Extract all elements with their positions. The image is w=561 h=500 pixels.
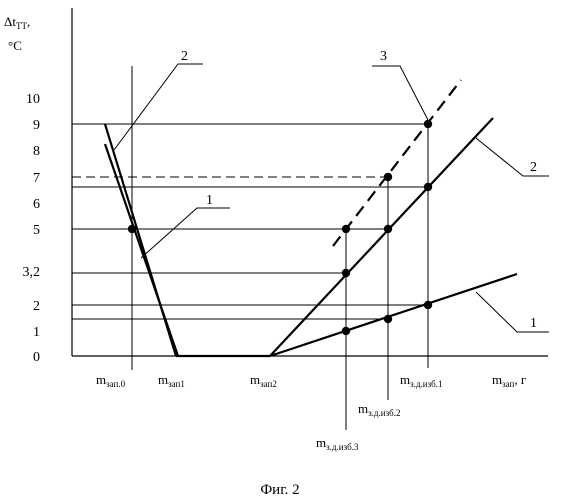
- y-tick-10: 10: [26, 92, 40, 107]
- point-curve2-at-5: [384, 225, 392, 233]
- curve-label-1-right: 1: [530, 316, 537, 331]
- y-tick-6: 6: [33, 197, 40, 212]
- y-axis-unit: °C: [8, 38, 22, 53]
- curve-label-2-right: 2: [530, 160, 537, 175]
- y-axis-title: ΔtТТ,: [4, 14, 30, 31]
- figure-caption: Фиг. 2: [260, 482, 299, 498]
- point-5-left: [128, 225, 136, 233]
- point-curve3-at-9: [424, 120, 432, 128]
- leader-label-1-left: [141, 208, 230, 258]
- y-tick-9: 9: [33, 118, 40, 133]
- point-curve2-at-6-6: [424, 183, 432, 191]
- x-marker-m-zdizb1: mз.д.изб.1: [400, 372, 442, 389]
- y-tick-1: 1: [33, 325, 40, 340]
- leader-label-2-right: [476, 138, 549, 176]
- y-tick-8: 8: [33, 144, 40, 159]
- curve-label-1-left: 1: [206, 193, 213, 208]
- y-tick-2: 2: [33, 299, 40, 314]
- leader-label-2-left: [114, 64, 203, 150]
- curve-2-right: [270, 118, 493, 356]
- y-tick-7: 7: [33, 171, 40, 186]
- x-marker-m-zdizb2: mз.д.изб.2: [358, 401, 400, 418]
- curve-label-2-left: 2: [181, 49, 188, 64]
- y-tick-3-2: 3,2: [23, 265, 41, 280]
- x-marker-m-zap2: mзап2: [250, 372, 277, 389]
- point-curve1-at-2: [424, 301, 432, 309]
- x-marker-m-zdizb3: mз.д.изб.3: [316, 435, 359, 452]
- point-curve1-at-1: [342, 327, 350, 335]
- x-marker-m-zap1: mзап1: [158, 372, 185, 389]
- point-curve2-at-3-2: [342, 269, 350, 277]
- point-curve1-at-1-5: [384, 315, 392, 323]
- curve-label-3: 3: [380, 49, 387, 64]
- y-tick-5: 5: [33, 223, 40, 238]
- x-axis-title: mзап, г: [492, 372, 526, 389]
- curve-1-left: [105, 144, 178, 356]
- point-curve3-at-5: [342, 225, 350, 233]
- leader-label-1-right: [476, 292, 549, 332]
- y-tick-0: 0: [33, 350, 40, 365]
- point-curve3-at-7: [384, 173, 392, 181]
- x-marker-m-zap0: mзап.0: [96, 372, 126, 389]
- leader-label-3: [372, 66, 428, 120]
